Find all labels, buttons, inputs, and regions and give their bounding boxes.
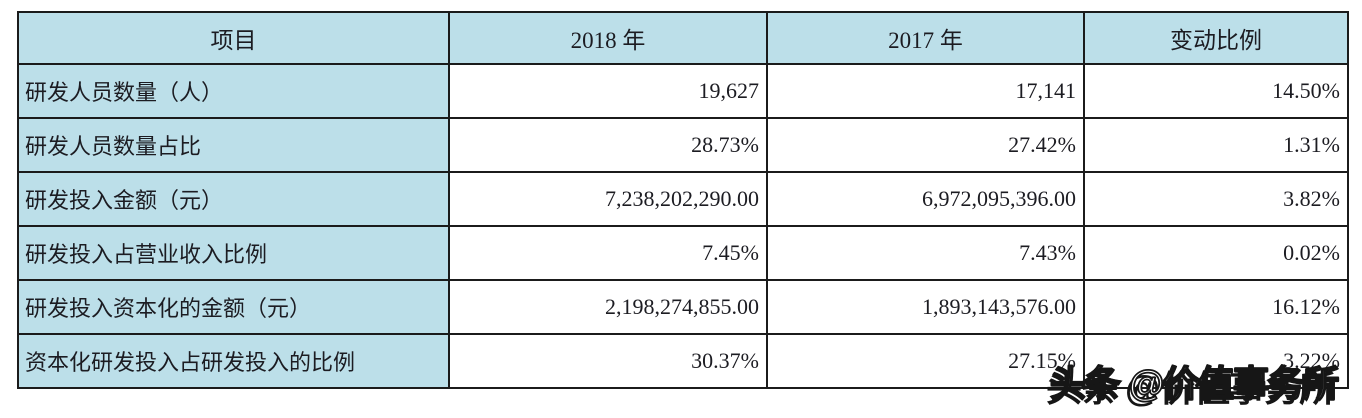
cell-2018: 19,627	[448, 63, 768, 119]
cell-2018: 28.73%	[448, 117, 768, 173]
table-row: 资本化研发投入占研发投入的比例 30.37% 27.15% 3.22%	[17, 333, 1349, 389]
header-row: 项目 2018 年 2017 年 变动比例	[17, 11, 1349, 65]
cell-change: 0.02%	[1083, 225, 1349, 281]
cell-2017: 6,972,095,396.00	[766, 171, 1085, 227]
col-header-2018: 2018 年	[448, 11, 768, 65]
rd-investment-table: 项目 2018 年 2017 年 变动比例 研发人员数量（人） 19,627 1…	[17, 11, 1349, 389]
cell-change: 14.50%	[1083, 63, 1349, 119]
cell-2018: 2,198,274,855.00	[448, 279, 768, 335]
cell-label: 研发投入资本化的金额（元）	[17, 279, 450, 335]
cell-2017: 27.42%	[766, 117, 1085, 173]
cell-label: 研发人员数量（人）	[17, 63, 450, 119]
table-row: 研发人员数量（人） 19,627 17,141 14.50%	[17, 63, 1349, 119]
col-header-2017: 2017 年	[766, 11, 1085, 65]
cell-2018: 7,238,202,290.00	[448, 171, 768, 227]
cell-change: 3.22%	[1083, 333, 1349, 389]
table-row: 研发投入资本化的金额（元） 2,198,274,855.00 1,893,143…	[17, 279, 1349, 335]
cell-change: 3.82%	[1083, 171, 1349, 227]
cell-label: 研发人员数量占比	[17, 117, 450, 173]
cell-label: 研发投入占营业收入比例	[17, 225, 450, 281]
cell-2018: 30.37%	[448, 333, 768, 389]
table-row: 研发投入占营业收入比例 7.45% 7.43% 0.02%	[17, 225, 1349, 281]
cell-change: 1.31%	[1083, 117, 1349, 173]
cell-label: 研发投入金额（元）	[17, 171, 450, 227]
toutiao-watermark: 头条 @价值事务所	[1049, 362, 1340, 405]
cell-2017: 17,141	[766, 63, 1085, 119]
col-header-change: 变动比例	[1083, 11, 1349, 65]
cell-2017: 1,893,143,576.00	[766, 279, 1085, 335]
col-header-item: 项目	[17, 11, 450, 65]
table-row: 研发投入金额（元） 7,238,202,290.00 6,972,095,396…	[17, 171, 1349, 227]
cell-2018: 7.45%	[448, 225, 768, 281]
table-row: 研发人员数量占比 28.73% 27.42% 1.31%	[17, 117, 1349, 173]
cell-2017: 27.15%	[766, 333, 1085, 389]
cell-label: 资本化研发投入占研发投入的比例	[17, 333, 450, 389]
cell-change: 16.12%	[1083, 279, 1349, 335]
cell-2017: 7.43%	[766, 225, 1085, 281]
